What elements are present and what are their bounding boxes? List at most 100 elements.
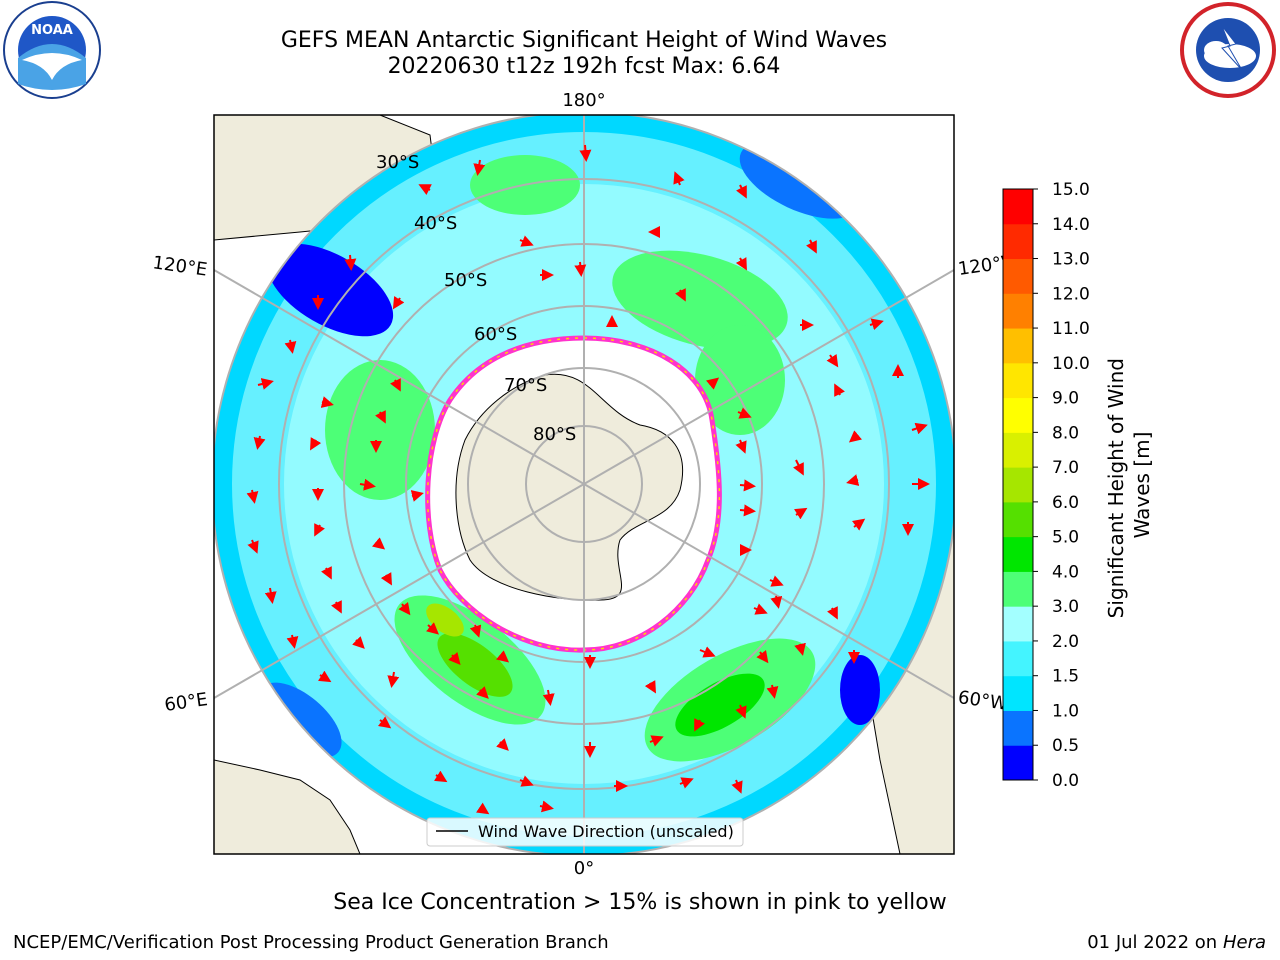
- colorbar-bin: [1003, 675, 1033, 711]
- wave-arrow: [756, 650, 769, 664]
- wave-arrow: [310, 437, 322, 451]
- colorbar-title: Significant Height of Wind Waves [m]: [1104, 352, 1154, 619]
- colorbar-bin: [1003, 501, 1033, 538]
- colorbar-bin: [1003, 397, 1033, 433]
- colorbar-bin: [1003, 536, 1033, 572]
- colorbar-tick-label: 6.0: [1052, 493, 1079, 513]
- wave-arrow: [539, 800, 554, 813]
- colorbar-tick-label: 12.0: [1052, 284, 1090, 304]
- wave-arrow: [473, 159, 486, 176]
- lon-label-0: 0°: [574, 858, 594, 879]
- land-antarctica: [455, 373, 684, 601]
- colorbar-tick-label: 15.0: [1052, 180, 1090, 200]
- wave-arrow: [649, 735, 664, 747]
- wave-arrow: [574, 261, 587, 277]
- wave-arrow: [410, 490, 424, 502]
- colorbar-tick-label: 2.0: [1052, 632, 1079, 652]
- colorbar-tick-label: 10.0: [1052, 354, 1090, 374]
- wave-arrow: [852, 518, 866, 531]
- chart-title: GEFS MEAN Antarctic Significant Height o…: [280, 28, 888, 53]
- wave-arrow: [739, 479, 756, 492]
- wave-arrow: [320, 396, 334, 408]
- wave-arrow: [344, 254, 357, 271]
- wave-arrow: [318, 670, 332, 683]
- wave-arrow: [426, 622, 440, 635]
- colorbar-bin: [1003, 362, 1033, 399]
- wave-arrow: [542, 689, 555, 706]
- colorbar-tick-label: 0.0: [1052, 771, 1079, 791]
- wave-arrow: [869, 318, 884, 331]
- colorbar-bin: [1003, 258, 1033, 294]
- wave-arrow: [398, 602, 411, 616]
- wave-arrow: [314, 523, 325, 537]
- wave-arrow: [679, 777, 694, 789]
- map-legend: Wind Wave Direction (unscaled): [426, 817, 744, 847]
- colorbar: 0.0 0.5 1.0 1.5 2.0 3.0 4.0 5.0 6.0 7.0 8.0 9.0 10.0…: [1002, 180, 1090, 791]
- wave-arrow: [826, 354, 839, 368]
- lat-label-80s: 80°S: [533, 424, 576, 445]
- wave-arrow: [448, 652, 461, 666]
- colorbar-bin: [1003, 293, 1033, 329]
- wave-arrow: [519, 775, 534, 787]
- lon-label-60w: 60°W: [957, 687, 1009, 715]
- wave-arrow: [731, 779, 743, 794]
- nws-logo-icon: [1180, 2, 1276, 98]
- wave-arrow: [352, 636, 365, 649]
- colorbar-tick-label: 3.0: [1052, 597, 1079, 617]
- wave-arrow: [286, 634, 299, 649]
- wave-arrow: [418, 184, 432, 195]
- legend-label: Wind Wave Direction (unscaled): [478, 822, 734, 841]
- wave-arrow: [735, 257, 747, 271]
- wave-arrow: [827, 606, 838, 620]
- wave-arrow: [735, 439, 747, 454]
- map-frame: [213, 114, 955, 855]
- lat-label-30s: 30°S: [376, 152, 419, 173]
- wave-arrow: [331, 600, 342, 614]
- wave-arrow: [673, 171, 685, 186]
- wave-arrow: [706, 377, 720, 390]
- colorbar-bin: [1003, 189, 1033, 225]
- colorbar-tick-label: 9.0: [1052, 389, 1079, 409]
- lat-label-60s: 60°S: [474, 324, 517, 345]
- lat-label-40s: 40°S: [414, 213, 457, 234]
- lon-label-60e: 60°E: [163, 689, 209, 716]
- wind-wave-arrows: [246, 144, 930, 815]
- colorbar-frame: [1002, 188, 1034, 781]
- colorbar-bin: [1003, 606, 1033, 642]
- footer-host: Hera: [1222, 932, 1266, 953]
- chart-subtitle: 20220630 t12z 192h fcst Max: 6.64: [387, 54, 781, 79]
- wave-arrow: [911, 422, 928, 435]
- wave-arrow: [675, 288, 686, 302]
- colorbar-tick-label: 1.5: [1052, 667, 1079, 687]
- wave-arrow: [378, 716, 392, 729]
- colorbar-tick-label: 7.0: [1052, 458, 1079, 478]
- wave-arrow: [434, 770, 448, 783]
- wave-arrow: [257, 378, 274, 390]
- colorbar-bin: [1003, 640, 1033, 677]
- footer-date-text: 01 Jul 2022 on: [1087, 932, 1223, 953]
- wave-arrow: [253, 435, 266, 450]
- wave-arrow: [496, 650, 510, 663]
- wave-arrow: [644, 680, 656, 694]
- lat-label-50s: 50°S: [444, 270, 487, 291]
- wave-arrow: [380, 572, 392, 586]
- colorbar-bin: [1003, 223, 1033, 260]
- wave-arrow: [284, 339, 297, 354]
- wave-arrow: [390, 378, 401, 392]
- colorbar-bin: [1003, 328, 1033, 364]
- footer-credit: NCEP/EMC/Verification Post Processing Pr…: [13, 932, 609, 953]
- colorbar-tick-label: 1.0: [1052, 701, 1079, 721]
- colorbar-tick-label: 0.5: [1052, 736, 1079, 756]
- graticule: [214, 115, 954, 854]
- wave-arrow: [846, 474, 860, 486]
- colorbar-bin: [1003, 432, 1033, 468]
- wave-arrow: [392, 296, 405, 310]
- wave-arrow: [359, 478, 376, 491]
- lon-label-180: 180°: [562, 90, 605, 111]
- colorbar-tick-label: 8.0: [1052, 423, 1079, 443]
- colorbar-bin: [1003, 710, 1033, 746]
- wave-arrow: [766, 684, 779, 699]
- wave-arrow: [496, 738, 509, 751]
- colorbar-tick-label: 5.0: [1052, 528, 1079, 548]
- wave-arrow: [519, 235, 534, 247]
